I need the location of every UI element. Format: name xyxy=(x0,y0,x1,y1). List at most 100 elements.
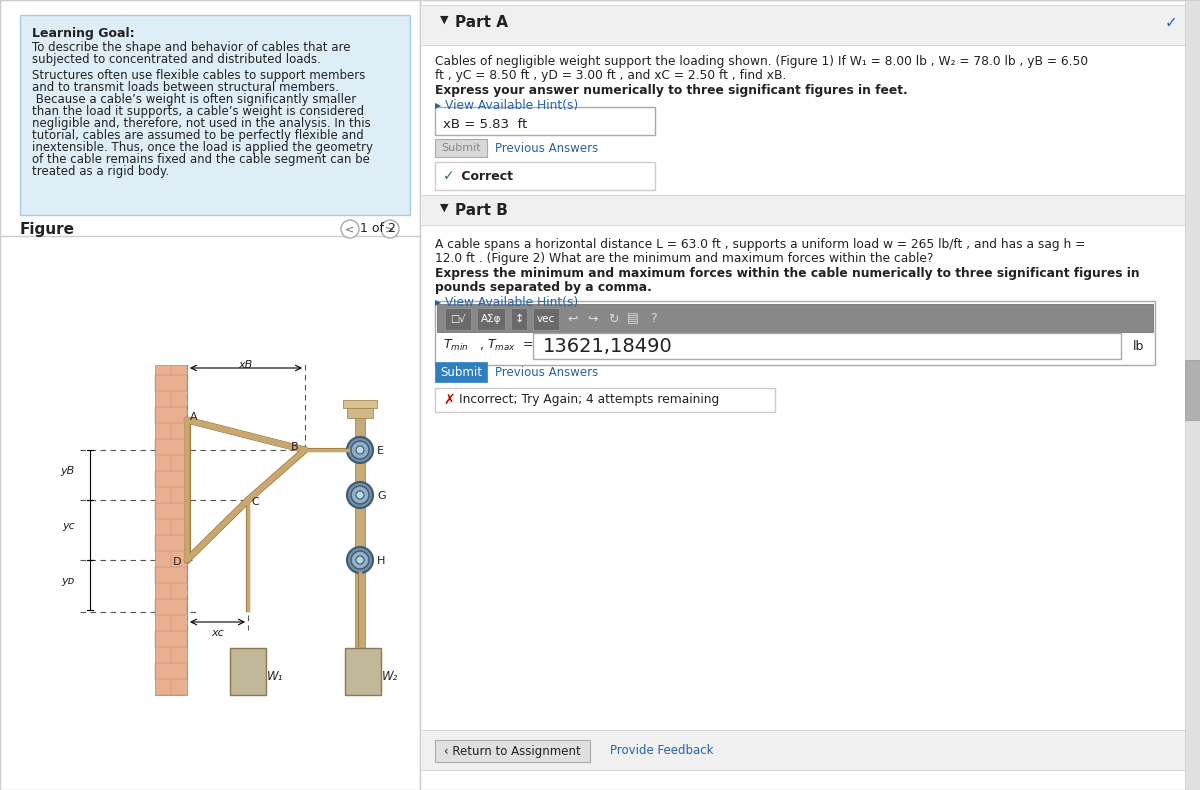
Text: Incorrect; Try Again; 4 attempts remaining: Incorrect; Try Again; 4 attempts remaini… xyxy=(458,393,719,407)
Bar xyxy=(437,304,1153,332)
Text: Structures often use flexible cables to support members: Structures often use flexible cables to … xyxy=(32,69,365,82)
Text: Because a cable’s weight is often significantly smaller: Because a cable’s weight is often signif… xyxy=(32,93,356,106)
Bar xyxy=(230,648,266,695)
Text: W₂: W₂ xyxy=(382,670,398,683)
Bar xyxy=(436,139,487,157)
Text: $T_{max}$: $T_{max}$ xyxy=(487,337,516,352)
Text: vec: vec xyxy=(536,314,556,324)
Text: negligible and, therefore, not used in the analysis. In this: negligible and, therefore, not used in t… xyxy=(32,117,371,130)
Text: Part A: Part A xyxy=(455,15,508,30)
Circle shape xyxy=(352,486,370,504)
Circle shape xyxy=(352,441,370,459)
Text: ,: , xyxy=(480,338,488,352)
Text: >: > xyxy=(385,224,395,234)
Text: 1 of 2: 1 of 2 xyxy=(360,222,396,235)
Text: Express your answer numerically to three significant figures in feet.: Express your answer numerically to three… xyxy=(436,84,907,97)
Bar xyxy=(343,400,377,408)
Text: yB: yB xyxy=(61,466,74,476)
Bar xyxy=(347,404,373,418)
Text: xB = 5.83  ft: xB = 5.83 ft xyxy=(443,118,527,131)
Text: Previous Answers: Previous Answers xyxy=(496,366,599,378)
Bar xyxy=(1186,360,1200,420)
Text: To describe the shape and behavior of cables that are: To describe the shape and behavior of ca… xyxy=(32,41,350,54)
Text: Correct: Correct xyxy=(457,170,514,182)
Text: C: C xyxy=(251,497,259,507)
Circle shape xyxy=(347,547,373,573)
Text: =: = xyxy=(523,338,534,352)
Bar xyxy=(436,162,655,190)
Text: of the cable remains fixed and the cable segment can be: of the cable remains fixed and the cable… xyxy=(32,153,370,166)
Text: ↕: ↕ xyxy=(515,314,523,324)
Text: ft , yC = 8.50 ft , yD = 3.00 ft , and xC = 2.50 ft , find xB.: ft , yC = 8.50 ft , yD = 3.00 ft , and x… xyxy=(436,69,786,82)
Text: xB: xB xyxy=(238,360,252,370)
Text: inextensible. Thus, once the load is applied the geometry: inextensible. Thus, once the load is app… xyxy=(32,141,373,154)
Text: ‹ Return to Assignment: ‹ Return to Assignment xyxy=(444,744,581,758)
Text: ΑΣφ: ΑΣφ xyxy=(481,314,502,324)
Text: than the load it supports, a cable’s weight is considered: than the load it supports, a cable’s wei… xyxy=(32,105,364,118)
Circle shape xyxy=(356,491,364,499)
Text: ↻: ↻ xyxy=(607,313,618,325)
Bar xyxy=(436,740,590,762)
Text: ↩: ↩ xyxy=(568,313,578,325)
Text: Learning Goal:: Learning Goal: xyxy=(32,27,134,40)
Bar xyxy=(420,730,1200,770)
Text: 12.0 ft . (Figure 2) What are the minimum and maximum forces within the cable?: 12.0 ft . (Figure 2) What are the minimu… xyxy=(436,252,934,265)
Bar xyxy=(346,648,382,695)
Bar xyxy=(533,308,559,330)
Text: xᴄ: xᴄ xyxy=(211,628,223,638)
Bar xyxy=(420,195,1200,225)
Text: Submit: Submit xyxy=(440,366,482,378)
Bar xyxy=(436,107,655,135)
Text: yᴄ: yᴄ xyxy=(62,521,74,531)
Text: lb: lb xyxy=(1133,340,1145,352)
Text: Provide Feedback: Provide Feedback xyxy=(610,744,714,758)
Text: and to transmit loads between structural members.: and to transmit loads between structural… xyxy=(32,81,338,94)
Bar xyxy=(20,15,410,215)
Text: ✓: ✓ xyxy=(443,169,455,183)
Bar xyxy=(436,362,487,382)
Text: ✓: ✓ xyxy=(1165,15,1177,30)
Text: ▤: ▤ xyxy=(628,313,638,325)
Text: Previous Answers: Previous Answers xyxy=(496,141,599,155)
Circle shape xyxy=(352,551,370,569)
Text: G: G xyxy=(377,491,385,501)
Text: tutorial, cables are assumed to be perfectly flexible and: tutorial, cables are assumed to be perfe… xyxy=(32,129,364,142)
Text: W₁: W₁ xyxy=(266,670,283,683)
Bar xyxy=(0,0,420,790)
Text: yᴅ: yᴅ xyxy=(61,576,74,586)
Bar xyxy=(355,415,365,685)
Circle shape xyxy=(356,556,364,564)
Text: Submit: Submit xyxy=(442,143,481,153)
Text: B: B xyxy=(292,442,299,452)
Text: H: H xyxy=(377,556,385,566)
Text: ↪: ↪ xyxy=(588,313,599,325)
Text: E: E xyxy=(377,446,384,456)
Text: Figure: Figure xyxy=(20,222,74,237)
Circle shape xyxy=(382,220,398,238)
Circle shape xyxy=(347,482,373,508)
Text: <: < xyxy=(346,224,355,234)
Text: Cables of negligible weight support the loading shown. (Figure 1) If W₁ = 8.00 l: Cables of negligible weight support the … xyxy=(436,55,1088,68)
Bar xyxy=(420,5,1200,45)
Text: ▼: ▼ xyxy=(440,15,449,25)
Text: ▸ View Available Hint(s): ▸ View Available Hint(s) xyxy=(436,296,578,309)
Text: treated as a rigid body.: treated as a rigid body. xyxy=(32,165,169,178)
Bar xyxy=(436,388,775,412)
Text: □√: □√ xyxy=(450,314,466,324)
Bar xyxy=(478,308,505,330)
Text: pounds separated by a comma.: pounds separated by a comma. xyxy=(436,281,652,294)
Text: ▸ View Available Hint(s): ▸ View Available Hint(s) xyxy=(436,99,578,112)
Bar xyxy=(445,308,470,330)
Circle shape xyxy=(356,446,364,454)
Text: ✗: ✗ xyxy=(443,393,455,407)
Bar xyxy=(511,308,527,330)
Bar xyxy=(1186,0,1200,790)
Text: Part B: Part B xyxy=(455,203,508,218)
Circle shape xyxy=(341,220,359,238)
Text: Express the minimum and maximum forces within the cable numerically to three sig: Express the minimum and maximum forces w… xyxy=(436,267,1140,280)
Text: ?: ? xyxy=(649,313,656,325)
Text: subjected to concentrated and distributed loads.: subjected to concentrated and distribute… xyxy=(32,53,320,66)
Text: 13621,18490: 13621,18490 xyxy=(542,337,673,356)
Circle shape xyxy=(347,437,373,463)
Text: A cable spans a horizontal distance L = 63.0 ft , supports a uniform load w = 26: A cable spans a horizontal distance L = … xyxy=(436,238,1085,251)
